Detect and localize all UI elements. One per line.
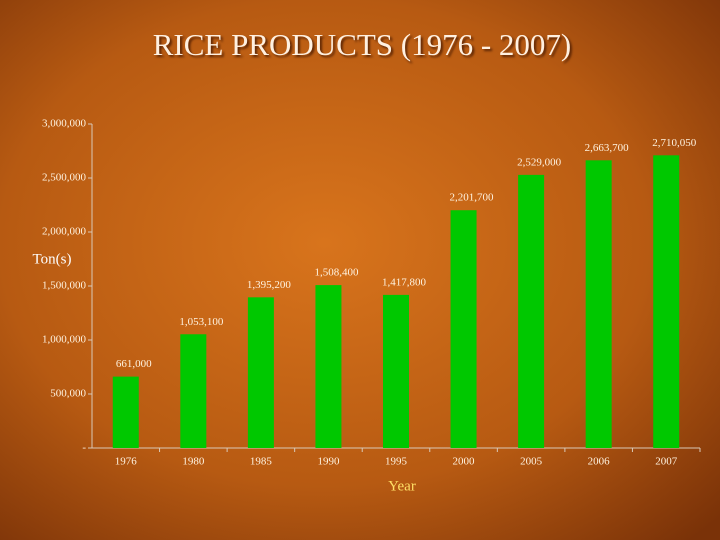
- bar: [180, 334, 207, 448]
- value-label: 1,053,100: [179, 316, 224, 328]
- value-label: 1,417,800: [382, 276, 427, 288]
- x-axis-label: Year: [388, 478, 416, 494]
- bar: [315, 285, 342, 448]
- value-label: 661,000: [116, 358, 152, 370]
- x-tick-label: 1980: [182, 456, 205, 468]
- y-tick-label: 2,500,000: [42, 172, 87, 184]
- value-label: 2,529,000: [517, 156, 562, 168]
- y-tick-label: 1,500,000: [42, 280, 87, 292]
- value-label: 2,710,050: [652, 137, 697, 149]
- y-tick-label: 500,000: [50, 388, 86, 400]
- bar: [383, 294, 409, 448]
- value-label: 1,395,200: [247, 279, 292, 291]
- x-tick-label: 2000: [453, 456, 476, 468]
- x-tick-label: 1985: [250, 456, 273, 468]
- bar: [450, 210, 477, 448]
- y-tick-label: 2,000,000: [42, 226, 87, 238]
- bar: [518, 174, 545, 449]
- bar: [653, 155, 680, 448]
- y-tick-label: 1,000,000: [42, 334, 87, 346]
- y-tick-label: -: [82, 442, 86, 454]
- value-label: 1,508,400: [314, 267, 359, 279]
- chart-title: RICE PRODUCTS (1976 - 2007): [153, 27, 572, 62]
- value-label: 2,663,700: [585, 142, 630, 154]
- x-tick-label: 1976: [115, 456, 138, 468]
- x-tick-label: 1990: [317, 456, 340, 468]
- x-tick-label: 1995: [385, 456, 408, 468]
- bar: [585, 160, 612, 448]
- bar: [247, 297, 274, 448]
- value-label: 2,201,700: [450, 192, 495, 204]
- bar: [112, 376, 139, 448]
- y-axis-label: Ton(s): [33, 251, 72, 267]
- y-tick-label: 3,000,000: [42, 118, 87, 130]
- x-tick-label: 2005: [520, 456, 543, 468]
- x-tick-label: 2006: [588, 456, 611, 468]
- x-tick-label: 2007: [655, 456, 678, 468]
